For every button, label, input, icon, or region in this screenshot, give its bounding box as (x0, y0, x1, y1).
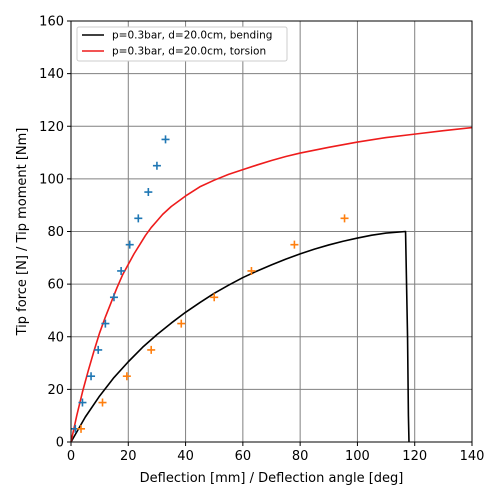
scatter-series-3 (77, 214, 349, 433)
scatter-point (161, 135, 170, 144)
scatter-point (122, 372, 131, 381)
x-tick-label: 140 (460, 449, 485, 464)
scatter-point (134, 214, 143, 223)
scatter-point (98, 398, 107, 407)
y-tick-label: 40 (47, 330, 64, 345)
scatter-point (117, 266, 126, 275)
x-tick-label: 60 (235, 449, 252, 464)
scatter-series-2 (71, 135, 170, 433)
series-line-1 (70, 126, 473, 443)
y-tick-label: 140 (39, 67, 64, 82)
x-axis-label: Deflection [mm] / Deflection angle [deg] (140, 471, 404, 486)
legend-box (76, 26, 288, 62)
scatter-point (87, 372, 96, 381)
scatter-point (247, 266, 256, 275)
scatter-point (210, 293, 219, 302)
scatter-point (147, 345, 156, 354)
y-tick-label: 100 (39, 172, 64, 187)
x-tick-label: 20 (120, 449, 137, 464)
y-tick-label: 0 (56, 436, 64, 451)
y-tick-label: 80 (47, 225, 64, 240)
y-tick-label: 120 (39, 120, 64, 135)
x-tick-label: 100 (345, 449, 370, 464)
legend-label-bending: p=0.3bar, d=20.0cm, bending (112, 30, 272, 42)
ticks: 0 20 40 60 80 100 120 140 0 20 40 60 80 100 120 140 160 (39, 15, 484, 465)
y-tick-label: 20 (47, 383, 64, 398)
x-tick-label: 40 (177, 449, 194, 464)
scatter-point (144, 188, 153, 197)
scatter-point (177, 319, 186, 328)
x-tick-label: 0 (67, 449, 75, 464)
x-tick-label: 80 (292, 449, 309, 464)
scatter-point (152, 161, 161, 170)
scatter-point (77, 424, 86, 433)
legend: p=0.3bar, d=20.0cm, bending p=0.3bar, d=… (76, 26, 288, 62)
y-tick-label: 60 (47, 278, 64, 293)
scatter-point (340, 214, 349, 223)
scatter-point (290, 240, 299, 249)
y-axis-label: Tip force [N] / Tip moment [Nm] (15, 128, 30, 337)
legend-label-torsion: p=0.3bar, d=20.0cm, torsion (112, 46, 266, 58)
x-tick-label: 120 (402, 449, 427, 464)
series-line-0 (70, 230, 410, 443)
scatter-point (101, 319, 110, 328)
series-layer (70, 126, 473, 443)
scatter-point (78, 398, 87, 407)
scatter-point (94, 345, 103, 354)
scatter-point (109, 293, 118, 302)
scatter-point (125, 240, 134, 249)
y-tick-label: 160 (39, 15, 64, 30)
